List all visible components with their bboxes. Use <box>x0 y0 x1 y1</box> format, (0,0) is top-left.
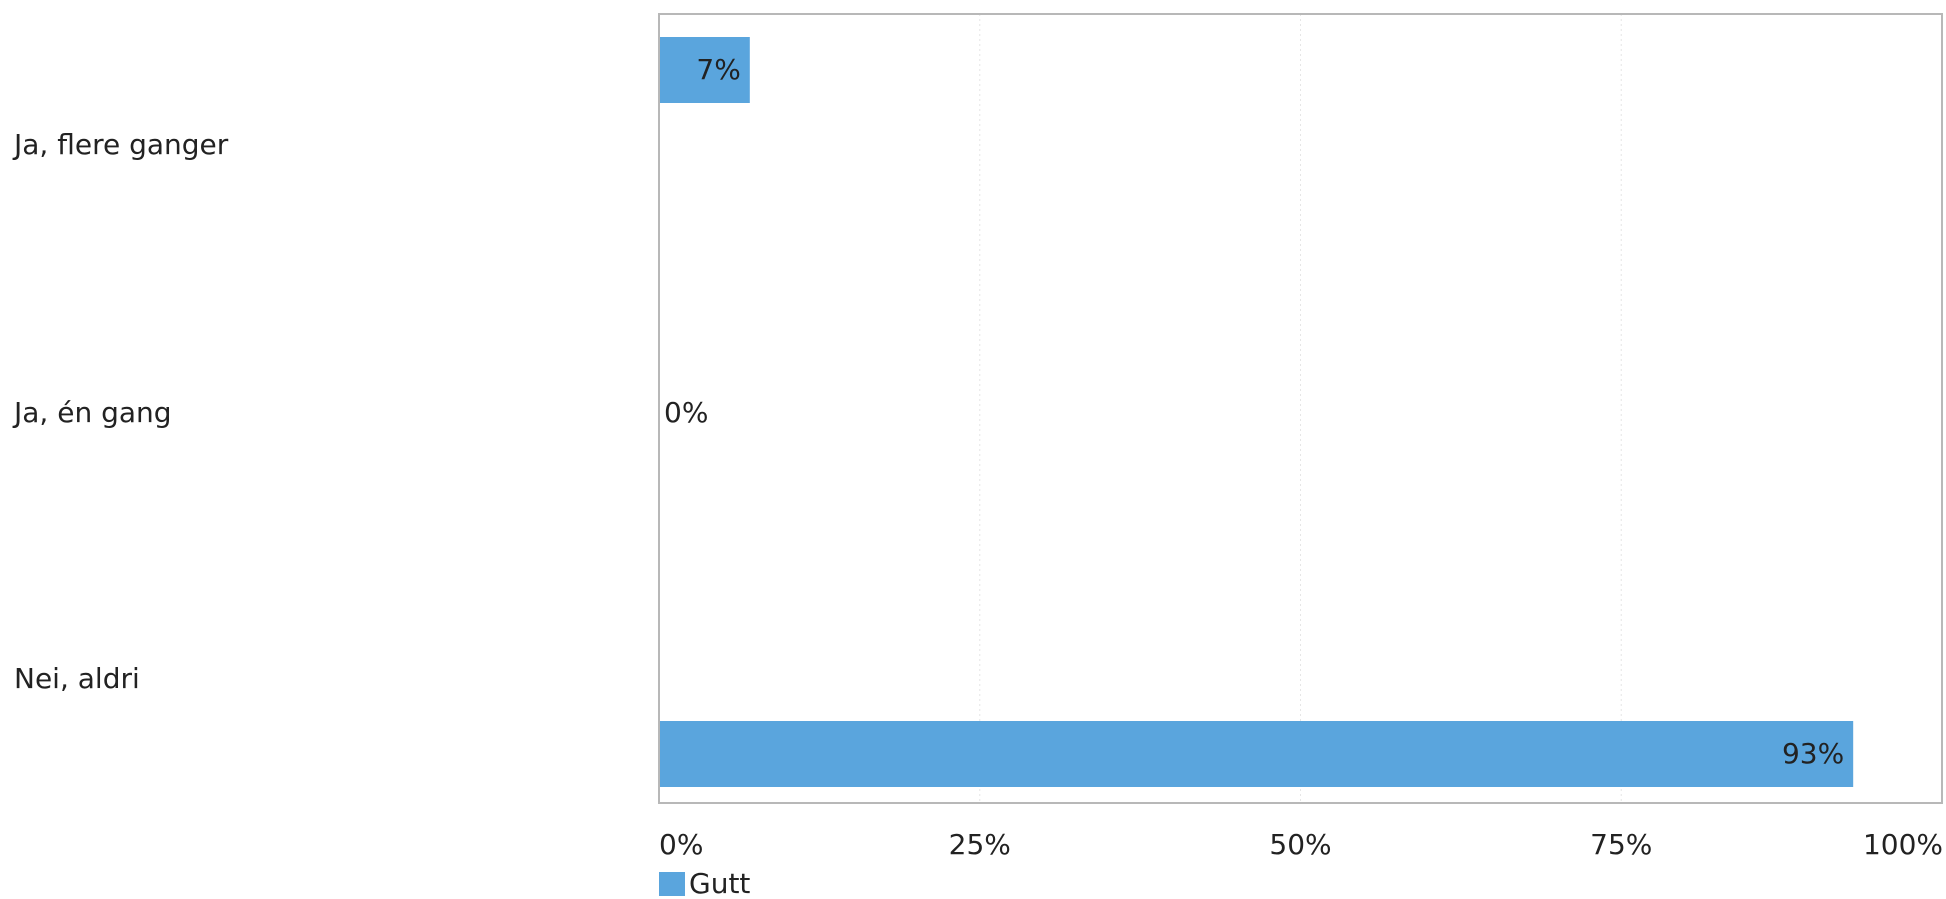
category-labels: Ja, flere ganger Ja, én gang Nei, aldri <box>12 128 229 695</box>
category-label: Nei, aldri <box>14 662 140 695</box>
x-tick-labels: 0% 25% 50% 75% 100% <box>659 828 1943 861</box>
grid-lines <box>979 14 1622 803</box>
bar <box>660 721 1854 787</box>
legend-label: Gutt <box>689 867 750 899</box>
x-tick-label: 0% <box>659 828 703 861</box>
legend-swatch <box>659 872 685 896</box>
x-tick-label: 25% <box>949 828 1011 861</box>
bar <box>660 37 750 103</box>
data-label: 93% <box>1782 737 1844 770</box>
x-tick-label: 50% <box>1269 828 1331 861</box>
data-label: 0% <box>664 396 708 429</box>
x-tick-label: 100% <box>1863 828 1943 861</box>
x-tick-label: 75% <box>1590 828 1652 861</box>
legend: Gutt <box>659 867 750 899</box>
bars: 7% 0% 93% <box>660 37 1854 787</box>
data-label: 7% <box>696 53 740 86</box>
category-label: Ja, én gang <box>12 396 172 429</box>
plot-area-frame <box>658 13 1943 804</box>
category-label: Ja, flere ganger <box>12 128 229 161</box>
